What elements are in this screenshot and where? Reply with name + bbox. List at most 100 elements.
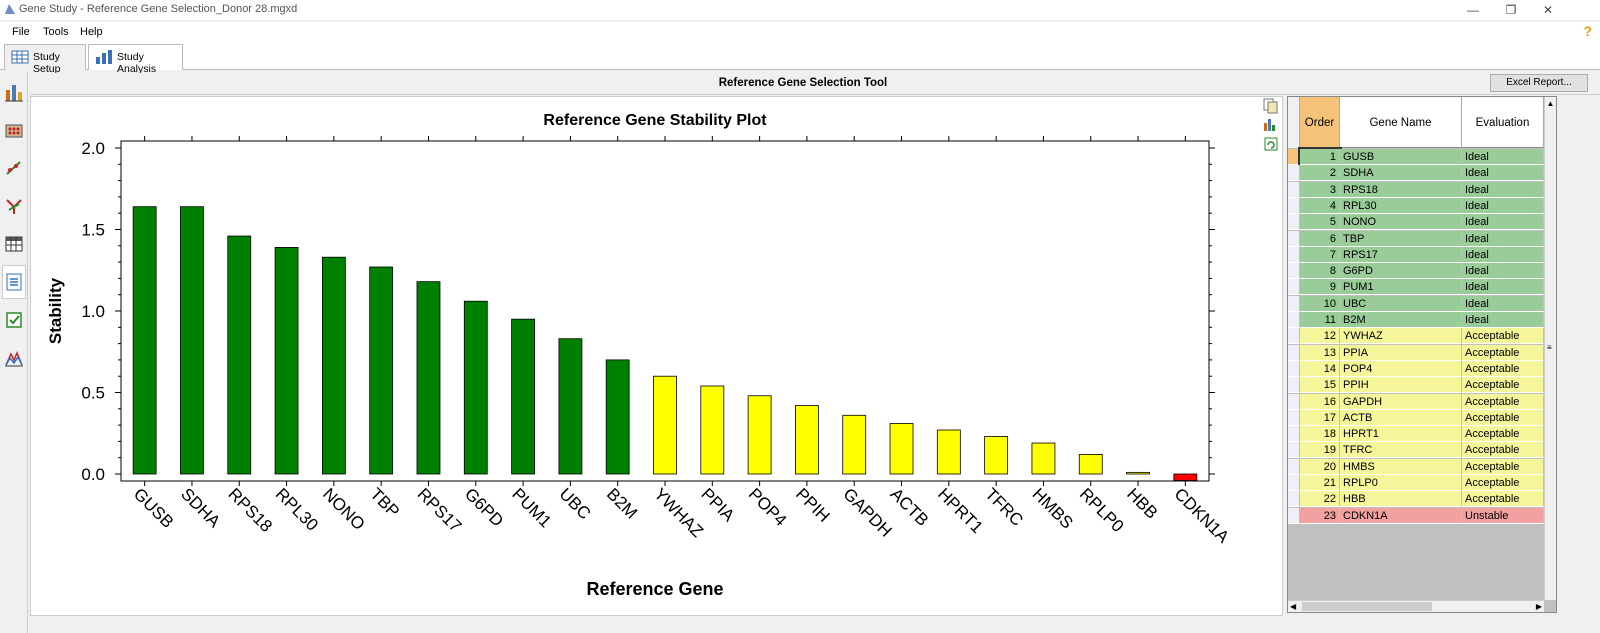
bar-g6pd[interactable]	[463, 300, 488, 475]
help-icon[interactable]: ?	[1583, 23, 1592, 39]
excel-report-button[interactable]: Excel Report...	[1490, 74, 1588, 92]
table-row[interactable]: 13 PPIA Acceptable	[1288, 344, 1544, 361]
table-row[interactable]: 2 SDHA Ideal	[1288, 165, 1544, 182]
scroll-right-icon[interactable]: ▶	[1535, 602, 1542, 611]
table-row[interactable]: 23 CDKN1A Unstable	[1288, 507, 1544, 524]
minimize-button[interactable]: —	[1467, 3, 1479, 17]
bar-nono[interactable]	[321, 256, 346, 475]
menu-tools[interactable]: Tools	[43, 26, 69, 38]
bar-ppia[interactable]	[700, 385, 725, 475]
bar-rpl30[interactable]	[274, 247, 299, 475]
table-row[interactable]: 14 POP4 Acceptable	[1288, 360, 1544, 377]
cell-order: 15	[1300, 377, 1340, 394]
menu-file[interactable]: File	[12, 26, 30, 38]
row-header	[1288, 344, 1300, 361]
cell-order: 18	[1300, 426, 1340, 443]
bar-rplp0[interactable]	[1078, 454, 1103, 475]
table-row[interactable]: 6 TBP Ideal	[1288, 230, 1544, 247]
sidebar-branch-button[interactable]	[2, 189, 26, 223]
sidebar-scatter-button[interactable]	[2, 151, 26, 185]
sidebar-plate-button[interactable]	[2, 113, 26, 147]
header-order[interactable]: Order	[1300, 97, 1340, 148]
table-row[interactable]: 1 GUSB Ideal	[1288, 147, 1544, 167]
table-row[interactable]: 17 ACTB Acceptable	[1288, 409, 1544, 426]
bar-pop4[interactable]	[747, 395, 772, 475]
tab-label: Study Analysis	[117, 51, 157, 75]
x-tick-label: TFRC	[981, 484, 1026, 529]
bar-gapdh[interactable]	[842, 414, 867, 475]
y-tick-label: 1.0	[81, 302, 105, 321]
bar-pum1[interactable]	[511, 318, 535, 475]
table-row[interactable]: 4 RPL30 Ideal	[1288, 197, 1544, 214]
table-row[interactable]: 9 PUM1 Ideal	[1288, 279, 1544, 296]
bar-tbp[interactable]	[369, 266, 394, 475]
table-row[interactable]: 21 RPLP0 Acceptable	[1288, 475, 1544, 491]
cell-gene-name: CDKN1A	[1340, 507, 1462, 524]
document-icon	[6, 273, 22, 291]
cell-evaluation: Acceptable	[1462, 393, 1544, 410]
bar-rps18[interactable]	[227, 235, 252, 475]
cell-evaluation: Acceptable	[1462, 328, 1544, 345]
scroll-thumb[interactable]	[1302, 602, 1432, 611]
scroll-up-icon[interactable]: ▲	[1546, 99, 1555, 108]
bar-rps17[interactable]	[416, 281, 441, 475]
header-evaluation[interactable]: Evaluation	[1462, 97, 1544, 148]
bar-b2m[interactable]	[605, 359, 630, 475]
bar-ywhaz[interactable]	[653, 375, 677, 475]
header-gene-name[interactable]: Gene Name	[1340, 97, 1462, 148]
tab-study-analysis[interactable]: Study Analysis	[88, 44, 183, 75]
table-row[interactable]: 18 HPRT1 Acceptable	[1288, 426, 1544, 443]
x-tick-label: HMBS	[1029, 484, 1077, 532]
cell-evaluation: Acceptable	[1462, 409, 1544, 426]
bar-gusb[interactable]	[132, 206, 157, 475]
restore-button[interactable]: ❐	[1505, 3, 1517, 17]
bar-hprt1[interactable]	[936, 429, 961, 475]
table-row[interactable]: 10 UBC Ideal	[1288, 295, 1544, 312]
cell-evaluation: Ideal	[1462, 181, 1544, 198]
bar-cdkn1a[interactable]	[1173, 473, 1198, 481]
table-row[interactable]: 3 RPS18 Ideal	[1288, 181, 1544, 198]
bar-sdha[interactable]	[180, 206, 204, 475]
x-tick-label: ACTB	[887, 484, 932, 529]
bar-ppih[interactable]	[795, 405, 819, 475]
sidebar-document-button[interactable]	[2, 265, 26, 299]
bar-ubc[interactable]	[558, 338, 583, 475]
bar-hbb[interactable]	[1126, 471, 1150, 475]
row-header	[1288, 263, 1300, 280]
sidebar-checkbox-button[interactable]	[2, 303, 26, 337]
tab-study-setup[interactable]: Study Setup	[4, 44, 86, 75]
sidebar-mountain-chart-button[interactable]	[2, 341, 26, 375]
horizontal-scrollbar[interactable]: ◀ ▶	[1288, 600, 1544, 612]
table-row[interactable]: 12 YWHAZ Acceptable	[1288, 328, 1544, 345]
table-row[interactable]: 11 B2M Ideal	[1288, 312, 1544, 328]
y-tick-label: 0.5	[81, 384, 105, 403]
cell-order: 6	[1300, 230, 1340, 247]
bar-actb[interactable]	[889, 423, 914, 475]
table-row[interactable]: 5 NONO Ideal	[1288, 214, 1544, 231]
cell-order: 4	[1300, 197, 1340, 214]
cell-order: 8	[1300, 263, 1340, 280]
copy-icon[interactable]	[1263, 98, 1278, 114]
table-row[interactable]: 8 G6PD Ideal	[1288, 263, 1544, 280]
tab-label: Study Setup	[33, 51, 61, 75]
sidebar-table-button[interactable]	[2, 227, 26, 261]
close-button[interactable]: ✕	[1542, 3, 1554, 17]
table-row[interactable]: 7 RPS17 Ideal	[1288, 246, 1544, 263]
cell-order: 23	[1300, 507, 1340, 524]
vertical-scrollbar[interactable]: ▲ ≡	[1544, 97, 1556, 600]
bar-tfrc[interactable]	[984, 436, 1009, 475]
x-tick-label: PPIA	[697, 484, 738, 525]
bar-hmbs[interactable]	[1031, 442, 1056, 475]
table-row[interactable]: 19 TFRC Acceptable	[1288, 442, 1544, 459]
sidebar-bar-chart-button[interactable]	[2, 75, 26, 109]
table-row[interactable]: 20 HMBS Acceptable	[1288, 458, 1544, 475]
cell-evaluation: Acceptable	[1462, 491, 1544, 508]
chart-settings-icon[interactable]	[1264, 119, 1275, 131]
table-row[interactable]: 22 HBB Acceptable	[1288, 491, 1544, 508]
table-row[interactable]: 15 PPIH Acceptable	[1288, 377, 1544, 394]
refresh-icon[interactable]	[1264, 137, 1278, 151]
menu-help[interactable]: Help	[80, 26, 103, 38]
chart-title: Reference Gene Stability Plot	[543, 112, 767, 129]
scroll-left-icon[interactable]: ◀	[1290, 602, 1297, 611]
table-row[interactable]: 16 GAPDH Acceptable	[1288, 393, 1544, 410]
